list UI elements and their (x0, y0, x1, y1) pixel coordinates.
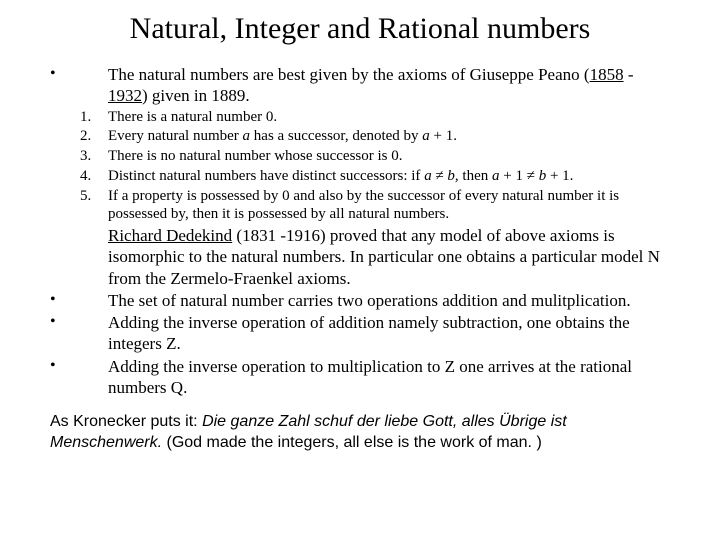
axiom-item: 5. If a property is possessed by 0 and a… (50, 187, 670, 225)
axiom-number: 4. (78, 167, 108, 186)
axiom-text: There is no natural number whose success… (108, 147, 670, 166)
axiom-item: 3. There is no natural number whose succ… (50, 147, 670, 166)
year-link[interactable]: 1932 (108, 86, 142, 105)
axiom-text: There is a natural number 0. (108, 108, 670, 127)
slide: Natural, Integer and Rational numbers • … (0, 0, 720, 464)
body-paragraph: Richard Dedekind (1831 -1916) proved tha… (50, 225, 670, 289)
intro-text: The natural numbers are best given by th… (108, 64, 670, 107)
axiom-number: 5. (78, 187, 108, 225)
slide-content: • The natural numbers are best given by … (50, 64, 670, 454)
footer-quote: As Kronecker puts it: Die ganze Zahl sch… (50, 412, 670, 454)
slide-title: Natural, Integer and Rational numbers (50, 12, 670, 46)
bullet-icon: • (50, 64, 78, 107)
year-link[interactable]: 1858 (590, 65, 624, 84)
bullet-item: • The natural numbers are best given by … (50, 64, 670, 107)
bullet-text: The set of natural number carries two op… (108, 290, 670, 311)
bullet-icon: • (50, 312, 78, 355)
axiom-item: 1. There is a natural number 0. (50, 108, 670, 127)
axiom-item: 4. Distinct natural numbers have distinc… (50, 167, 670, 186)
bullet-item: • Adding the inverse operation of additi… (50, 312, 670, 355)
axiom-number: 3. (78, 147, 108, 166)
axiom-number: 1. (78, 108, 108, 127)
bullet-icon: • (50, 356, 78, 399)
axiom-number: 2. (78, 127, 108, 146)
bullet-item: • The set of natural number carries two … (50, 290, 670, 311)
bullet-item: • Adding the inverse operation to multip… (50, 356, 670, 399)
axiom-text: Every natural number a has a successor, … (108, 127, 670, 146)
axiom-text: Distinct natural numbers have distinct s… (108, 167, 670, 186)
bullet-icon: • (50, 290, 78, 311)
bullet-text: Adding the inverse operation to multipli… (108, 356, 670, 399)
axiom-item: 2. Every natural number a has a successo… (50, 127, 670, 146)
bullet-text: Adding the inverse operation of addition… (108, 312, 670, 355)
dedekind-link[interactable]: Richard Dedekind (108, 226, 232, 245)
peano-name: Giuseppe Peano (470, 65, 580, 84)
axiom-text: If a property is possessed by 0 and also… (108, 187, 670, 225)
